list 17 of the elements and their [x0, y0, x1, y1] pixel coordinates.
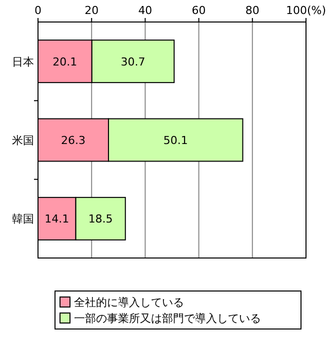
y-tick-label: 韓国	[12, 212, 34, 226]
data-label: 26.3	[60, 134, 86, 147]
data-label: 50.1	[163, 134, 188, 147]
legend-label: 一部の事業所又は部門で導入している	[74, 312, 261, 325]
x-tick-label: 40	[138, 4, 152, 17]
data-label: 20.1	[52, 55, 78, 68]
x-tick-label: 100(%)	[286, 4, 326, 17]
x-tick-label: 20	[84, 4, 99, 17]
data-label: 18.5	[88, 212, 113, 226]
data-label: 14.1	[44, 212, 70, 226]
x-tick-label: 80	[245, 4, 260, 17]
x-tick-label: 60	[192, 4, 206, 17]
data-label: 30.7	[120, 55, 146, 68]
x-tick-label: 0	[34, 4, 42, 17]
y-tick-label: 米国	[12, 134, 34, 147]
y-tick-label: 日本	[12, 55, 34, 68]
legend-label: 全社的に導入している	[74, 296, 184, 309]
